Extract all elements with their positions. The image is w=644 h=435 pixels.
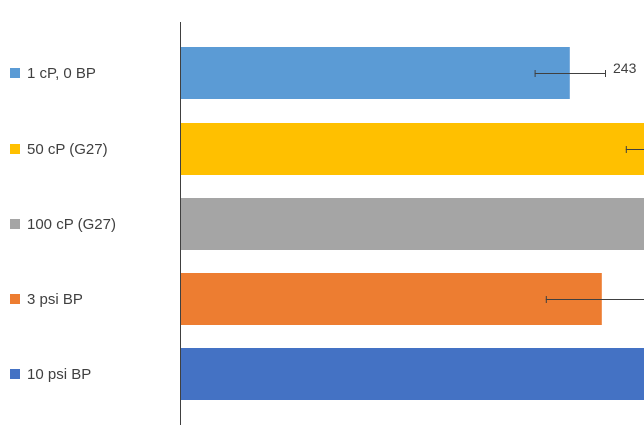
category-swatch [10,144,20,154]
bar [181,47,570,99]
bar [181,348,644,400]
category-swatch [10,369,20,379]
bar [181,273,602,325]
bar [181,198,644,250]
category-swatch [10,219,20,229]
category-label: 50 cP (G27) [27,141,108,158]
data-labels: 243301321263355 [613,60,637,76]
bars [181,47,644,400]
category-label: 3 psi BP [27,291,83,308]
category-label: 10 psi BP [27,366,91,383]
error-bar [534,70,606,77]
bar [181,123,644,175]
category-label: 1 cP, 0 BP [27,65,96,82]
error-bar [625,146,644,153]
error-bar [545,296,644,303]
category-labels: 1 cP, 0 BP 50 cP (G27) 100 cP (G27) 3 psi B… [10,65,116,383]
error-bars [534,70,644,303]
category-label: 100 cP (G27) [27,216,116,233]
category-swatch [10,68,20,78]
data-label: 243 [613,60,637,76]
category-swatch [10,294,20,304]
